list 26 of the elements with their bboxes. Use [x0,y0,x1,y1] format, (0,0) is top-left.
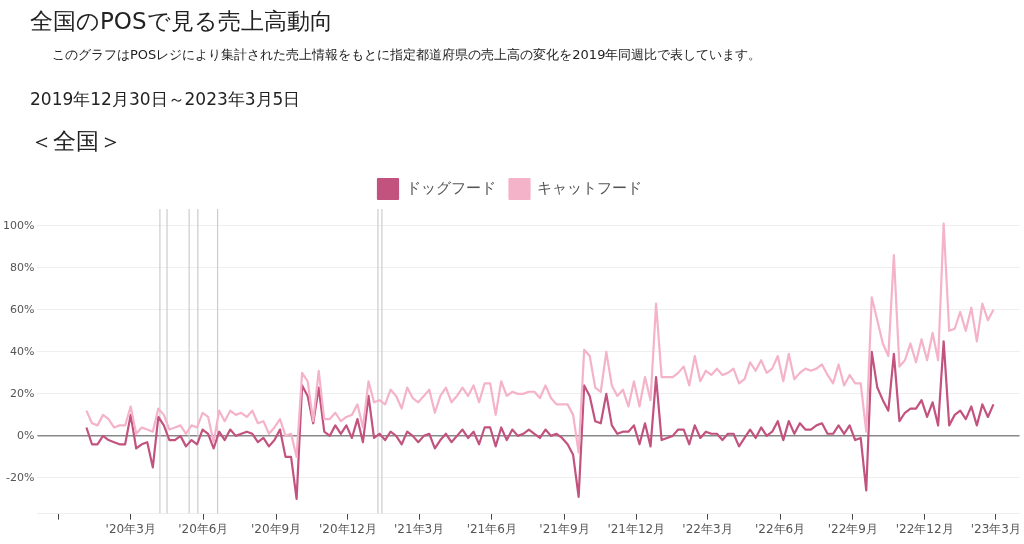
y-tick-label: 40% [9,344,35,358]
y-tick-label: 60% [9,302,35,316]
x-tick-label: '22年12月 [895,521,954,536]
x-tick-label: '21年9月 [539,521,590,536]
x-tick-label: '20年9月 [250,521,302,536]
x-tick-label: '22年6月 [755,521,806,536]
y-tick-label: 0% [16,428,35,442]
x-tick-label: '22年3月 [682,521,733,536]
y-tick-label: 80% [9,260,35,274]
x-tick-label: '20年12月 [319,521,377,536]
legend-label: キャットフード [537,178,642,197]
x-tick-label: '21年3月 [393,521,445,536]
x-tick-label: '20年3月 [105,521,156,536]
legend-label: ドッグフード [405,178,496,197]
x-tick-label: '20年6月 [178,521,229,536]
x-tick-label: '22年9月 [827,521,878,536]
y-tick-label: 20% [9,386,35,400]
x-tick-label: '21年6月 [466,521,517,536]
chart-title: 全国のPOSで見る売上高動向 [30,7,333,36]
text: 2019年12月30日～2023年3月5日 [30,88,301,111]
y-tick-label: 100% [2,218,35,232]
y-tick-label: -20% [6,470,35,484]
x-tick-label: '23年3月 [970,521,1021,536]
x-tick-label: '21年12月 [607,521,666,536]
text: ＜全国＞ [30,127,122,156]
chart-subtitle: このグラフはPOSレジにより集計された売上情報をもとに指定都道府県の売上高の変化を2019年同週比で表しています。 [52,46,762,64]
